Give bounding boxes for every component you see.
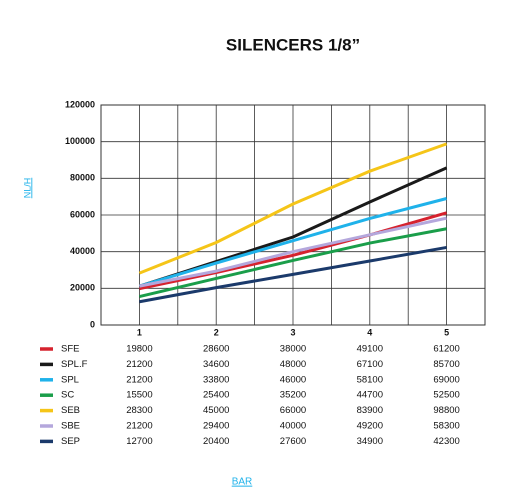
chart-title: SILENCERS 1/8” bbox=[226, 35, 360, 54]
series-line bbox=[139, 216, 447, 288]
table-value: 66000 bbox=[280, 405, 306, 416]
series-line bbox=[139, 227, 447, 299]
table-value: 21200 bbox=[126, 421, 152, 432]
table-value: 21200 bbox=[126, 359, 152, 370]
y-tick-label: 80000 bbox=[70, 173, 95, 183]
x-tick-label: 3 bbox=[290, 327, 295, 337]
table-value: 34900 bbox=[357, 436, 383, 447]
series-line bbox=[138, 197, 447, 288]
table-value: 19800 bbox=[126, 344, 152, 355]
y-tick-label: 60000 bbox=[70, 209, 95, 219]
table-value: 98800 bbox=[433, 405, 459, 416]
table-value: 21200 bbox=[126, 374, 152, 385]
table-value: 58300 bbox=[433, 421, 459, 432]
table-value: 49200 bbox=[357, 421, 383, 432]
table-value: 67100 bbox=[357, 359, 383, 370]
table-value: 28600 bbox=[203, 344, 229, 355]
table-value: 58100 bbox=[357, 374, 383, 385]
table-value: 69000 bbox=[433, 374, 459, 385]
legend-label: SC bbox=[61, 390, 74, 401]
y-tick-label: 120000 bbox=[65, 99, 95, 109]
table-value: 28300 bbox=[126, 405, 152, 416]
table-value: 48000 bbox=[280, 359, 306, 370]
table-value: 46000 bbox=[280, 374, 306, 385]
table-value: 44700 bbox=[357, 390, 383, 401]
table-value: 12700 bbox=[126, 436, 152, 447]
x-tick-label: 5 bbox=[444, 327, 449, 337]
table-value: 45000 bbox=[203, 405, 229, 416]
y-tick-label: 20000 bbox=[70, 283, 95, 293]
table-value: 35200 bbox=[280, 390, 306, 401]
series-line bbox=[138, 142, 448, 275]
legend-label: SFE bbox=[61, 344, 79, 355]
y-axis-label: NL/H bbox=[22, 178, 32, 199]
table-value: 29400 bbox=[203, 421, 229, 432]
table-value: 15500 bbox=[126, 390, 152, 401]
x-axis-label: BAR bbox=[232, 477, 253, 488]
table-value: 83900 bbox=[357, 405, 383, 416]
table-value: 52500 bbox=[433, 390, 459, 401]
table-value: 27600 bbox=[280, 436, 306, 447]
table-value: 40000 bbox=[280, 421, 306, 432]
table-value: 25400 bbox=[203, 390, 229, 401]
series-line bbox=[139, 211, 448, 291]
y-tick-label: 40000 bbox=[70, 246, 95, 256]
table-value: 49100 bbox=[357, 344, 383, 355]
x-tick-label: 2 bbox=[214, 327, 219, 337]
table-value: 20400 bbox=[203, 436, 229, 447]
y-tick-label: 100000 bbox=[65, 136, 95, 146]
table-value: 33800 bbox=[203, 374, 229, 385]
x-tick-label: 4 bbox=[367, 327, 372, 337]
table-value: 34600 bbox=[203, 359, 229, 370]
table-value: 61200 bbox=[433, 344, 459, 355]
legend-label: SEP bbox=[61, 436, 80, 447]
legend-label: SEB bbox=[61, 405, 80, 416]
legend-label: SPL bbox=[61, 374, 79, 385]
y-tick-label: 0 bbox=[90, 319, 95, 329]
legend-label: SBE bbox=[61, 421, 80, 432]
table-value: 85700 bbox=[433, 359, 459, 370]
x-tick-label: 1 bbox=[137, 327, 142, 337]
table-value: 38000 bbox=[280, 344, 306, 355]
series-line bbox=[139, 245, 447, 304]
legend-label: SPL.F bbox=[61, 359, 88, 370]
table-value: 42300 bbox=[433, 436, 459, 447]
